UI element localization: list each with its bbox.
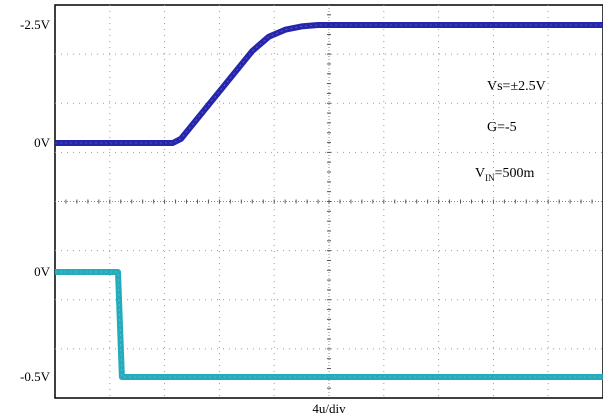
annotation-vin: VIN=500m xyxy=(475,166,535,183)
annotation-vin-sub: IN xyxy=(485,173,495,183)
annotation-vin-main: V xyxy=(475,166,485,181)
annotation-supply: Vs=±2.5V xyxy=(487,79,546,94)
trace-1-noise xyxy=(55,24,603,144)
x-axis-label: 4u/div xyxy=(312,401,346,416)
y-tick-labels: -2.5V 0V 0V -0.5V xyxy=(20,17,51,384)
trace-1 xyxy=(55,22,603,146)
trace-2 xyxy=(55,269,603,380)
y-tick-label: -2.5V xyxy=(20,17,51,32)
traces xyxy=(55,22,603,380)
trace-2-noise xyxy=(55,271,603,378)
annotation-vin-rest: =500m xyxy=(495,166,535,181)
y-tick-label: -0.5V xyxy=(20,369,51,384)
grid xyxy=(55,5,603,398)
annotation-gain: G=-5 xyxy=(487,120,517,135)
y-tick-label: 0V xyxy=(34,135,51,150)
y-tick-label: 0V xyxy=(34,264,51,279)
